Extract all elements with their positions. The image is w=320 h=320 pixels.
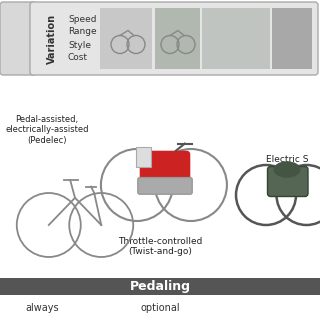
Text: Throttle-controlled
(Twist-and-go): Throttle-controlled (Twist-and-go) <box>118 237 202 256</box>
FancyBboxPatch shape <box>268 166 308 196</box>
Text: Speed: Speed <box>68 14 97 23</box>
Text: always: always <box>25 303 59 313</box>
Bar <box>0 72 320 280</box>
Text: Range: Range <box>68 28 97 36</box>
Text: Electric S: Electric S <box>266 155 308 164</box>
FancyBboxPatch shape <box>140 151 189 184</box>
Bar <box>155 8 200 69</box>
Text: Style: Style <box>68 41 91 50</box>
Text: Pedaling: Pedaling <box>130 280 190 293</box>
Bar <box>136 147 151 167</box>
Text: optional: optional <box>140 303 180 313</box>
Ellipse shape <box>274 161 300 178</box>
FancyBboxPatch shape <box>0 2 36 75</box>
Bar <box>272 8 312 69</box>
Bar <box>100 8 152 69</box>
Text: Pedal-assisted,
electrically-assisted
(Pedelec): Pedal-assisted, electrically-assisted (P… <box>5 115 89 145</box>
FancyBboxPatch shape <box>30 2 318 75</box>
Text: Variation: Variation <box>47 13 57 64</box>
FancyBboxPatch shape <box>138 178 192 194</box>
Text: Cost: Cost <box>68 53 88 62</box>
Bar <box>202 8 270 69</box>
Bar <box>0 278 320 295</box>
